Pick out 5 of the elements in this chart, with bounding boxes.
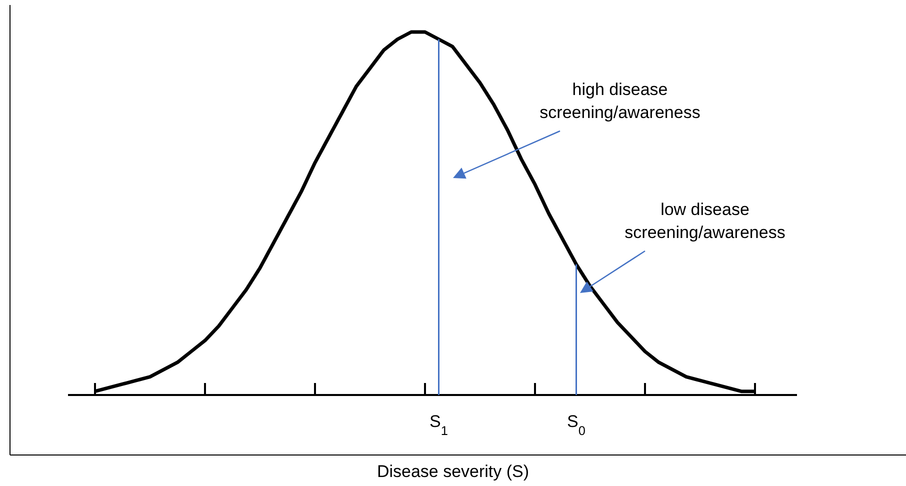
annotation: low disease screening/awareness (624, 200, 786, 242)
x-axis-title: Disease severity (S) (376, 462, 530, 481)
x-tick-label: S$_{1}$ (430, 412, 448, 438)
x-tick-label: S$_{0}$ (567, 412, 586, 438)
annotation: high disease screening/awareness (540, 80, 700, 122)
